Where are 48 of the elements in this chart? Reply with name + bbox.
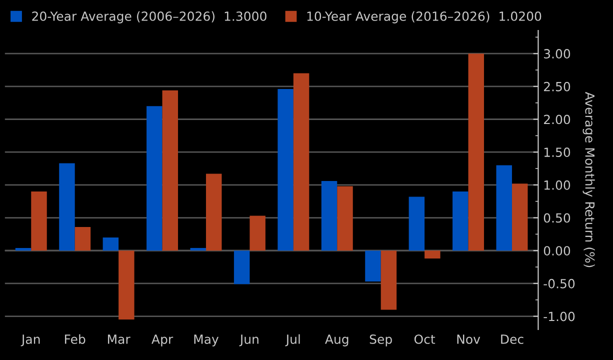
bar [512,184,528,251]
legend-label: 10-Year Average (2016–2026) 1.0200 [307,11,542,24]
bar [496,165,512,251]
y-tick-label: 0.00 [544,246,570,256]
x-tick-label: May [194,334,219,346]
bar [365,250,381,282]
bar [234,250,250,284]
bar [321,180,338,251]
x-tick-label: Feb [65,334,86,344]
bar [162,90,178,251]
bar [468,54,484,251]
bar [452,191,468,251]
bar [118,250,134,320]
x-tick-label: Dec [501,334,524,344]
x-tick-label: Nov [457,334,480,344]
x-tick-label: Aug [325,334,348,346]
x-tick-label: Sep [370,334,392,346]
bar [206,174,222,251]
bar [15,248,32,251]
bar [102,237,119,251]
bar [424,250,440,258]
y-axis-title: Average Monthly Return (%) [582,92,595,268]
y-tick-label: 1.00 [544,180,570,190]
y-tick-label: 3.00 [544,49,570,59]
bar [250,216,266,251]
y-tick-label: -0.50 [544,278,575,288]
x-tick-label: Oct [414,334,436,344]
y-tick-label: 2.50 [544,82,570,92]
bar [337,186,353,251]
bar [408,196,425,251]
bar [380,250,397,310]
y-tick-label: 2.00 [544,114,570,124]
x-tick-label: Jul [285,334,300,346]
y-tick-label: 1.50 [544,148,570,158]
bar [278,89,294,251]
bar [74,226,91,251]
bar [59,163,75,251]
y-tick-label: 0.50 [544,213,570,223]
y-tick-label: -1.00 [544,312,575,322]
bar [146,106,162,251]
bar [190,248,206,251]
bar [31,191,47,251]
legend-label: 20-Year Average (2006–2026) 1.3000 [32,11,266,24]
x-tick-label: Jun [239,334,258,346]
x-tick-label: Mar [108,334,130,344]
x-tick-label: Apr [152,334,174,346]
x-tick-label: Jan [20,334,40,346]
bar [293,73,310,251]
